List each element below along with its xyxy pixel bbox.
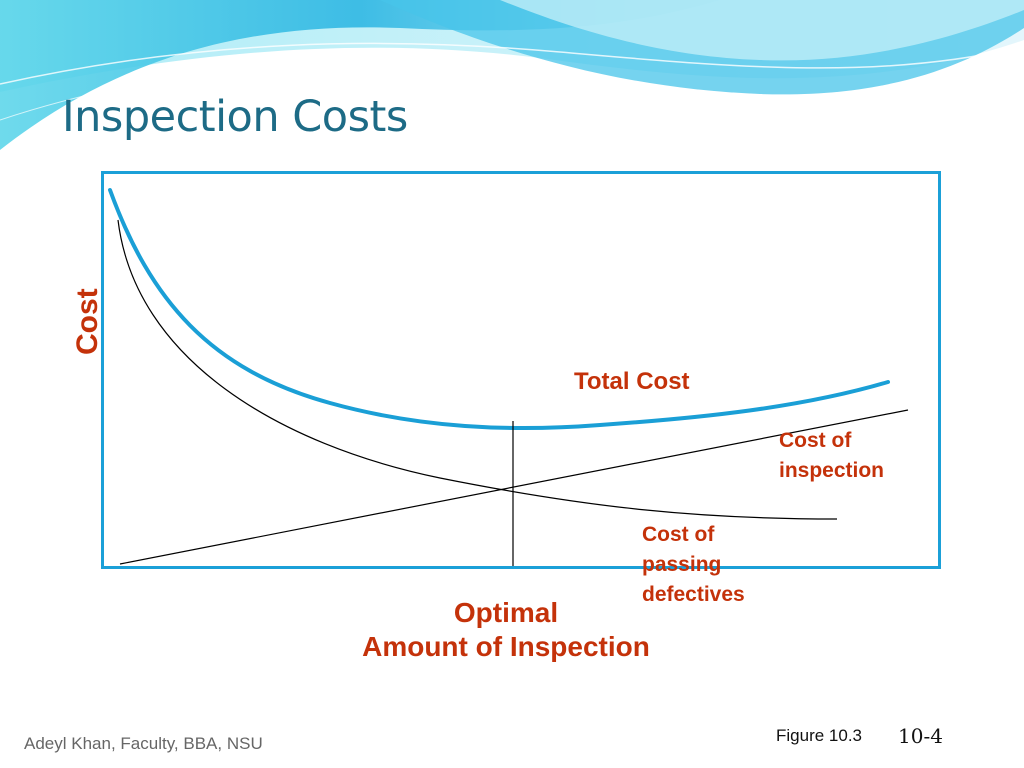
inspection-cost-label: Cost of inspection <box>779 426 919 486</box>
optimal-label-line1: Optimal <box>453 597 559 628</box>
inspection-cost-line <box>119 409 909 565</box>
optimal-label-line2: Amount of Inspection <box>362 631 650 662</box>
page-number: 10-4 <box>898 724 943 748</box>
inspection-label-line2: inspection <box>779 459 885 482</box>
footer-author: Adeyl Khan, Faculty, BBA, NSU <box>24 734 263 753</box>
passing-label-line3: defectives <box>642 583 745 606</box>
passing-defectives-label: Cost of passing defectives <box>642 520 792 610</box>
y-axis-label: Cost <box>71 288 104 355</box>
total-cost-label: Total Cost <box>574 368 690 395</box>
passing-label-line1: Cost of <box>642 523 715 546</box>
figure-reference: Figure 10.3 <box>776 726 862 745</box>
inspection-label-line1: Cost of <box>779 429 852 452</box>
diagram-frame <box>101 171 941 569</box>
header-wave-decoration <box>0 0 1024 150</box>
passing-defectives-curve <box>117 219 838 520</box>
optimal-inspection-label: Optimal Amount of Inspection <box>296 596 716 664</box>
total-cost-curve <box>108 188 890 431</box>
slide-title: Inspection Costs <box>62 92 408 142</box>
passing-label-line2: passing <box>642 553 722 576</box>
